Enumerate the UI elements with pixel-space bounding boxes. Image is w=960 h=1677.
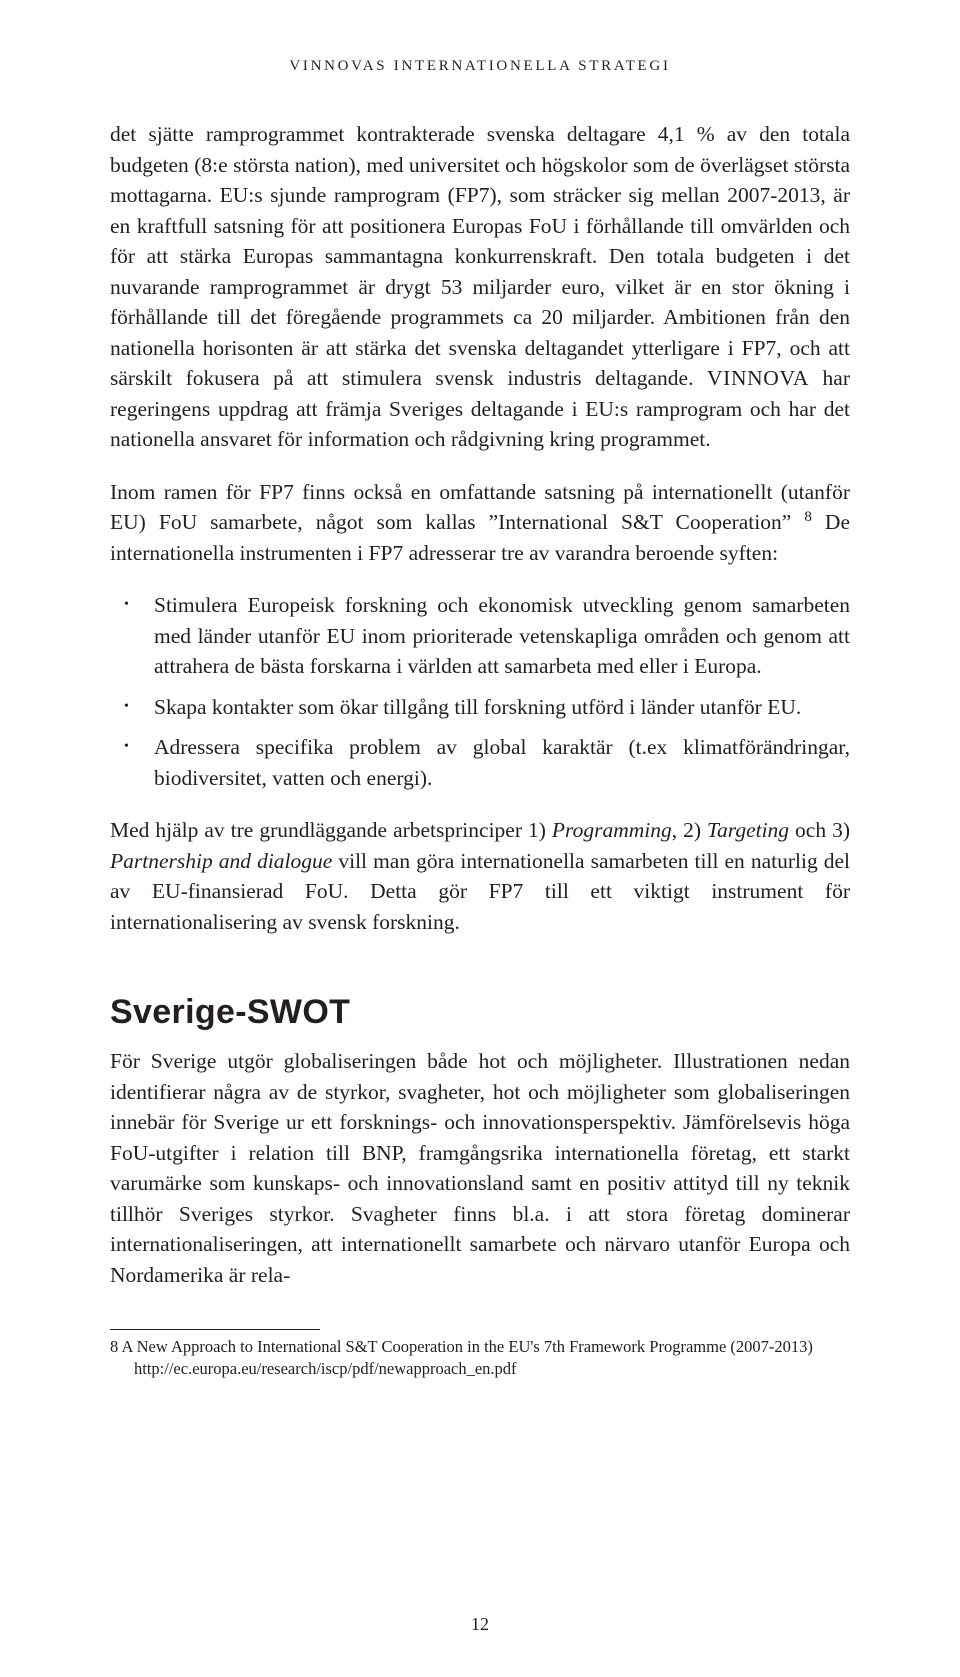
- paragraph-3-text-b: , 2): [672, 818, 707, 842]
- paragraph-4: För Sverige utgör globaliseringen både h…: [110, 1046, 850, 1290]
- list-item: Adressera specifika problem av global ka…: [146, 732, 850, 793]
- page: VINNOVAS INTERNATIONELLA STRATEGI det sj…: [0, 0, 960, 1677]
- list-item: Skapa kontakter som ökar tillgång till f…: [146, 692, 850, 723]
- paragraph-2-text-a: Inom ramen för FP7 finns också en omfatt…: [110, 480, 850, 535]
- vinnova-smallcaps: VINNOVA: [707, 366, 809, 390]
- paragraph-3: Med hjälp av tre grundläggande arbetspri…: [110, 815, 850, 937]
- paragraph-3-text-c: och 3): [789, 818, 850, 842]
- paragraph-1-text-a: det sjätte ramprogrammet kontrakterade s…: [110, 122, 850, 390]
- italic-partnership: Partnership and dialogue: [110, 849, 332, 873]
- running-head: VINNOVAS INTERNATIONELLA STRATEGI: [110, 58, 850, 75]
- footnote-marker: 8: [804, 509, 812, 525]
- footnote-8: 8 A New Approach to International S&T Co…: [110, 1336, 850, 1381]
- paragraph-3-text-a: Med hjälp av tre grundläggande arbetspri…: [110, 818, 552, 842]
- paragraph-1: det sjätte ramprogrammet kontrakterade s…: [110, 119, 850, 455]
- paragraph-2: Inom ramen för FP7 finns också en omfatt…: [110, 477, 850, 569]
- bullet-list: Stimulera Europeisk forskning och ekonom…: [110, 590, 850, 793]
- italic-programming: Programming: [552, 818, 672, 842]
- italic-targeting: Targeting: [707, 818, 789, 842]
- page-number: 12: [0, 1614, 960, 1635]
- footnote-rule: [110, 1329, 320, 1330]
- section-heading-sverige-swot: Sverige-SWOT: [110, 993, 850, 1032]
- list-item: Stimulera Europeisk forskning och ekonom…: [146, 590, 850, 682]
